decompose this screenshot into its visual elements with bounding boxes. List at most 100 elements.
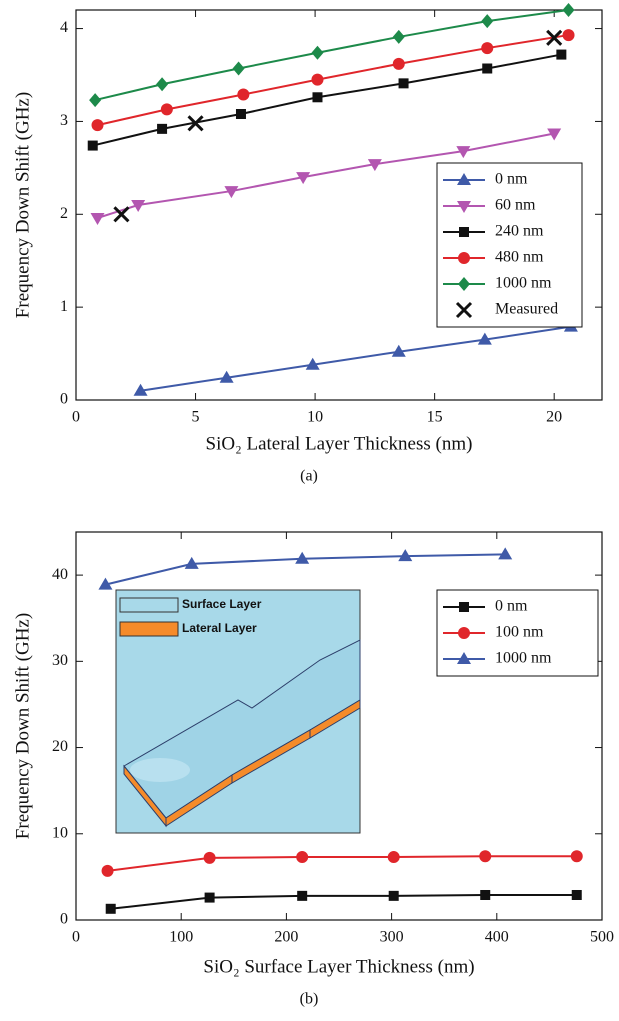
marker xyxy=(498,547,513,560)
y-tick-label: 0 xyxy=(60,911,68,928)
legend-marker xyxy=(458,252,470,264)
marker xyxy=(296,172,311,185)
y-tick-label: 3 xyxy=(60,112,68,129)
marker xyxy=(224,186,239,199)
x-tick-label: 300 xyxy=(380,929,404,946)
y-tick-label: 40 xyxy=(52,566,68,583)
marker xyxy=(187,115,204,132)
caption: (b) xyxy=(300,991,319,1008)
legend-marker xyxy=(457,173,471,185)
surface-swatch xyxy=(119,597,179,613)
marker xyxy=(87,140,98,151)
marker xyxy=(311,73,324,86)
y-axis-label: Frequency Down Shift (GHz) xyxy=(12,92,33,318)
marker xyxy=(388,890,399,901)
legend-marker xyxy=(457,201,471,213)
legend-marker xyxy=(459,602,469,612)
marker xyxy=(482,63,493,74)
marker xyxy=(297,890,308,901)
marker xyxy=(113,206,130,223)
x-tick-label: 0 xyxy=(72,929,80,946)
marker xyxy=(235,109,246,119)
marker xyxy=(219,370,234,383)
marker xyxy=(312,92,323,103)
legend-label: Measured xyxy=(495,301,558,318)
y-tick-label: 1 xyxy=(60,298,68,315)
marker xyxy=(456,146,471,159)
marker xyxy=(556,49,567,60)
x-tick-label: 20 xyxy=(546,409,562,426)
x-tick-label: 200 xyxy=(274,929,298,946)
x-axis-label: SiO₂ Surface Layer Thickness (nm) xyxy=(203,956,474,977)
marker xyxy=(571,889,582,900)
series-line xyxy=(107,855,577,872)
marker xyxy=(547,128,562,141)
marker xyxy=(305,357,320,370)
caption: (a) xyxy=(300,468,318,485)
marker xyxy=(237,88,250,101)
legend-label: 100 nm xyxy=(495,624,544,641)
marker xyxy=(101,864,114,877)
marker xyxy=(562,3,575,17)
marker xyxy=(367,159,382,172)
marker xyxy=(133,383,148,396)
marker xyxy=(391,344,406,357)
legend-box xyxy=(436,162,583,328)
marker xyxy=(481,14,494,29)
y-tick-label: 2 xyxy=(60,205,68,222)
marker xyxy=(157,123,168,134)
marker xyxy=(89,93,102,108)
marker xyxy=(184,556,199,569)
legend-label: 0 nm xyxy=(495,171,528,188)
marker xyxy=(156,77,169,92)
y-tick-label: 4 xyxy=(60,19,68,36)
highlight xyxy=(130,758,190,782)
marker xyxy=(546,29,563,46)
x-tick-label: 5 xyxy=(192,409,200,426)
marker xyxy=(91,119,104,132)
y-tick-label: 0 xyxy=(60,391,68,408)
x-tick-label: 10 xyxy=(307,409,323,426)
marker xyxy=(105,903,116,914)
legend-label: 0 nm xyxy=(495,598,528,615)
slab-edge xyxy=(309,699,361,739)
marker xyxy=(204,892,215,903)
legend-marker xyxy=(457,652,471,664)
legend-marker xyxy=(458,627,470,639)
marker xyxy=(480,889,491,900)
marker xyxy=(232,61,245,76)
x-tick-label: 400 xyxy=(485,929,509,946)
x-tick-label: 15 xyxy=(427,409,443,426)
legend-label: 240 nm xyxy=(495,223,544,240)
legend-label: 1000 nm xyxy=(495,650,552,667)
plot-frame xyxy=(75,9,603,401)
legend-marker xyxy=(459,227,469,237)
x-tick-label: 0 xyxy=(72,409,80,426)
marker xyxy=(98,577,113,590)
legend-label: 480 nm xyxy=(495,249,544,266)
marker xyxy=(203,851,216,864)
legend-label: 1000 nm xyxy=(495,275,552,292)
x-axis-label: SiO₂ Lateral Layer Thickness (nm) xyxy=(206,433,473,454)
y-tick-label: 10 xyxy=(52,824,68,841)
marker xyxy=(295,551,310,564)
legend-marker xyxy=(455,301,473,319)
marker xyxy=(398,78,409,89)
marker xyxy=(311,45,324,60)
marker xyxy=(570,850,583,863)
x-tick-label: 500 xyxy=(590,929,614,946)
marker xyxy=(131,200,146,212)
marker xyxy=(479,850,492,863)
marker xyxy=(392,29,405,44)
marker xyxy=(477,332,492,345)
marker xyxy=(296,851,309,864)
marker xyxy=(398,549,413,562)
series-line xyxy=(110,893,577,910)
marker xyxy=(392,57,405,70)
x-tick-label: 100 xyxy=(169,929,193,946)
legend-label: 60 nm xyxy=(495,197,536,214)
y-tick-label: 20 xyxy=(52,738,68,755)
inset-diagram: Surface Layer Lateral Layer xyxy=(115,589,361,834)
